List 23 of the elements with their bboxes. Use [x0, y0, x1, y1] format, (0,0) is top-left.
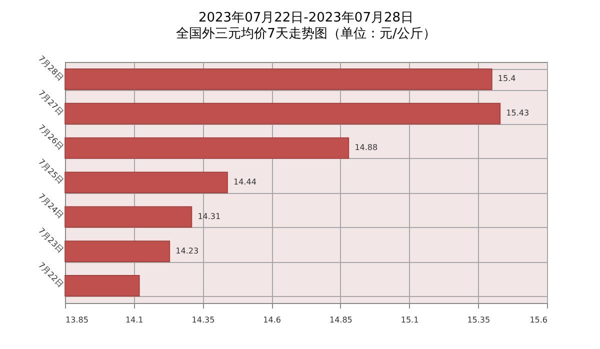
y-tick-label: 7月25日	[36, 157, 66, 186]
data-label: 14.31	[198, 212, 221, 221]
data-label: 14.23	[176, 246, 199, 256]
data-label: 15.4	[498, 74, 516, 84]
x-tick-label: 14.1	[125, 316, 144, 324]
y-tick-label: 7月27日	[36, 88, 66, 117]
data-label: 14.88	[354, 143, 378, 152]
chart-subtitle: 全国外三元均价7天走势图（单位：元/公斤）	[176, 26, 436, 42]
data-label: 14.44	[234, 178, 256, 186]
x-tick-label: 15.6	[530, 316, 548, 324]
y-tick-label: 7月24日	[36, 192, 66, 220]
chart-title: 2023年07月22日-2023年07月28日	[198, 10, 414, 26]
y-tick-label: 7月22日	[36, 260, 66, 290]
y-tick-label: 7月28日	[36, 54, 66, 83]
x-tick-label: 14.35	[192, 316, 215, 324]
data-label: 15.43	[506, 108, 530, 118]
y-tick-label: 7月26日	[36, 122, 66, 152]
y-tick-label: 7月23日	[36, 226, 66, 255]
x-tick-label: 13.85	[66, 316, 88, 324]
x-tick-label: 15.35	[467, 316, 490, 324]
x-tick-label: 15.1	[400, 316, 419, 324]
x-tick-label: 14.85	[329, 316, 352, 324]
x-tick-label: 14.6	[263, 316, 281, 324]
